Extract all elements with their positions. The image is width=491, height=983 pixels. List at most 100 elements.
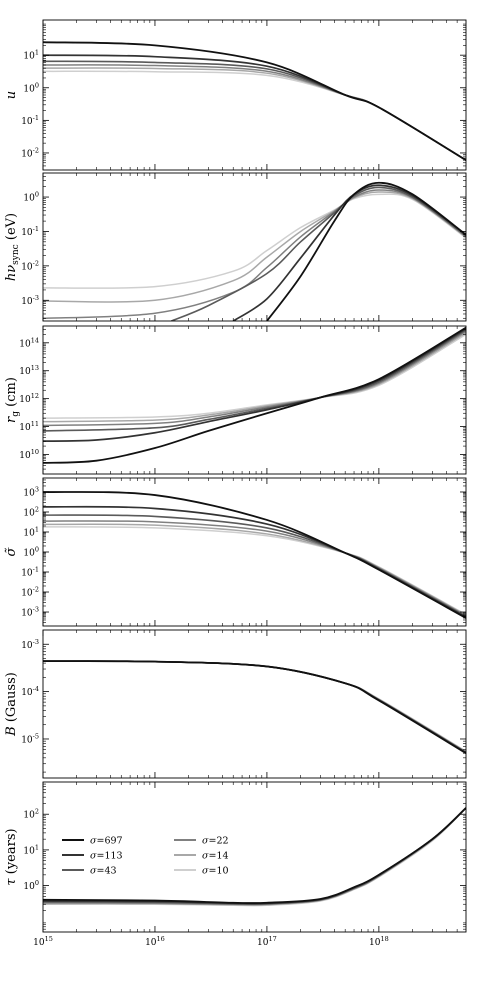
- panel-B-ylabel-unit: (Gauss): [4, 672, 19, 726]
- panel-B: 10-310-410-5B (Gauss): [4, 629, 467, 779]
- panel-B-frame: [42, 629, 467, 779]
- panel-sigma_tilde-ytick-label-6-base: 10: [21, 609, 33, 619]
- panel-u-ytick-label-2-base: 10: [21, 117, 33, 127]
- panel-hnu-ylabel-unit: (eV): [4, 213, 19, 244]
- panel-sigma_tilde-series-line-14: [43, 523, 466, 616]
- panel-rg-series-line-22: [43, 330, 466, 427]
- panel-tau-ytick-label-2-base: 10: [23, 882, 35, 892]
- x-tick-label-1-base: 10: [145, 938, 157, 948]
- panel-B-series-line-14: [43, 660, 466, 753]
- panel-B-ytick-label-0-base: 10: [21, 641, 33, 651]
- panel-B-ytick-label-2-base: 10: [21, 735, 33, 745]
- x-tick-label-1-exp: 16: [157, 935, 165, 943]
- panel-hnu-series-line-697: [266, 181, 466, 321]
- panel-sigma_tilde-series-line-22: [43, 520, 466, 617]
- panel-sigma_tilde-series-line-10: [43, 526, 466, 616]
- panel-sigma_tilde-ytick-label-5: 10-2: [21, 586, 39, 599]
- panel-B-series-line-113: [43, 660, 466, 754]
- legend-label-10-sym: σ: [202, 866, 209, 877]
- panel-rg-ytick-label-1-exp: 13: [31, 364, 39, 372]
- panel-sigma_tilde-ytick-label-0-base: 10: [23, 488, 35, 498]
- legend-label-113-num: 113: [104, 851, 122, 862]
- panel-B-ytick-label-1-base: 10: [21, 688, 33, 698]
- panel-hnu-ytick-label-1: 10-1: [21, 225, 39, 238]
- panel-u-ytick-label-2: 10-1: [21, 114, 39, 127]
- x-tick-label-3-base: 10: [369, 938, 381, 948]
- panel-hnu-ylabel: hνsync (eV): [4, 213, 21, 281]
- panel-sigma_tilde-ytick-label-2-base: 10: [23, 528, 35, 538]
- panel-B-ytick-label-1-exp: -4: [33, 685, 39, 693]
- x-tick-label-0-base: 10: [33, 938, 45, 948]
- panel-sigma_tilde-series-line-43: [43, 514, 466, 618]
- legend-label-22: σ=22: [202, 836, 229, 847]
- panel-u-ytick-label-3-exp: -2: [33, 146, 39, 154]
- panel-sigma_tilde-ytick-label-4-base: 10: [21, 569, 33, 579]
- panel-tau-ytick-label-1-base: 10: [23, 846, 35, 856]
- panel-rg-ytick-label-1: 1013: [19, 364, 39, 377]
- panel-u-ytick-label-1: 100: [23, 81, 39, 94]
- x-tick-label-3-exp: 18: [380, 935, 388, 943]
- legend-label-14-eq: =: [209, 851, 217, 862]
- panel-rg-ytick-label-3: 1011: [19, 420, 39, 433]
- legend-label-10-eq: =: [209, 866, 217, 877]
- x-tick-label-1: 1016: [145, 935, 165, 948]
- panel-tau-ytick-label-0: 102: [23, 808, 39, 821]
- panel-rg-ylabel-sub: g: [11, 411, 21, 417]
- legend-label-14-sym: σ: [202, 851, 209, 862]
- legend-label-14-num: 14: [216, 851, 228, 862]
- panel-sigma_tilde-ytick-label-1-base: 10: [23, 508, 35, 518]
- panel-hnu-series-line-43: [171, 186, 466, 321]
- panel-sigma_tilde-ytick-label-6-exp: -3: [33, 606, 39, 614]
- panel-tau-ytick-label-1-exp: 1: [35, 843, 39, 851]
- panel-hnu-ylabel-sub: sync: [11, 244, 21, 265]
- panel-hnu-ytick-label-1-exp: -1: [33, 225, 39, 233]
- panel-hnu-series-line-10: [43, 193, 466, 289]
- panel-rg-series: [43, 326, 466, 464]
- panel-rg-ytick-label-2: 1012: [19, 392, 39, 405]
- panel-B-ytick-label-2-exp: -5: [33, 732, 39, 740]
- panel-sigma_tilde-ytick-label-3: 100: [23, 546, 39, 559]
- panel-rg-ytick-label-2-base: 10: [19, 395, 31, 405]
- panel-sigma_tilde-frame: [42, 477, 467, 627]
- panel-B-series-line-22: [43, 660, 466, 753]
- panel-u-series-line-10: [43, 70, 466, 161]
- legend-label-22-sym: σ: [202, 836, 209, 847]
- panel-u-ytick-label-3: 10-2: [21, 146, 39, 159]
- panel-sigma_tilde-ytick-label-5-base: 10: [21, 589, 33, 599]
- panel-hnu-ytick-label-2-base: 10: [21, 262, 33, 272]
- legend-label-22-num: 22: [216, 836, 228, 847]
- panel-rg-ytick-label-0-exp: 14: [31, 336, 39, 344]
- legend-label-697-sym: σ: [90, 836, 97, 847]
- panel-rg-ytick-label-0: 1014: [19, 336, 39, 349]
- panel-rg-ytick-label-0-base: 10: [19, 339, 31, 349]
- panel-u-series-line-14: [43, 67, 466, 161]
- panel-rg-ytick-label-2-exp: 12: [31, 392, 39, 400]
- panel-B-series-line-43: [43, 660, 466, 754]
- panel-tau-ytick-label-1: 101: [23, 843, 39, 856]
- panel-B-ylabel-main: B: [4, 726, 19, 737]
- legend-label-113-sym: σ: [90, 851, 97, 862]
- panel-tau-ytick-label-0-base: 10: [23, 811, 35, 821]
- panel-tau-ytick-label-2-exp: 0: [35, 879, 39, 887]
- panel-hnu-ytick-label-0-exp: 0: [35, 191, 39, 199]
- panel-B-series-line-697: [43, 660, 466, 755]
- panel-hnu-ytick-label-2: 10-2: [21, 259, 39, 272]
- panel-u-ytick-label-3-base: 10: [21, 149, 33, 159]
- legend-label-43: σ=43: [90, 866, 117, 877]
- panel-rg-series-line-14: [43, 332, 466, 423]
- panel-hnu-ytick-label-0: 100: [23, 191, 39, 204]
- legend-label-697-eq: =: [97, 836, 105, 847]
- panel-sigma_tilde-ytick-label-3-exp: 0: [35, 546, 39, 554]
- x-tick-label-0-exp: 15: [45, 935, 53, 943]
- panel-hnu-ytick-label-3-base: 10: [21, 297, 33, 307]
- panel-rg-ytick-label-3-base: 10: [19, 423, 31, 433]
- panel-sigma_tilde-ytick-label-6: 10-3: [21, 606, 39, 619]
- panel-sigma_tilde-ytick-label-0-exp: 3: [35, 485, 39, 493]
- x-tick-label-3: 1018: [369, 935, 389, 948]
- panel-hnu-ytick-label-3: 10-3: [21, 294, 39, 307]
- panel-rg-ytick-label-4-base: 10: [19, 451, 31, 461]
